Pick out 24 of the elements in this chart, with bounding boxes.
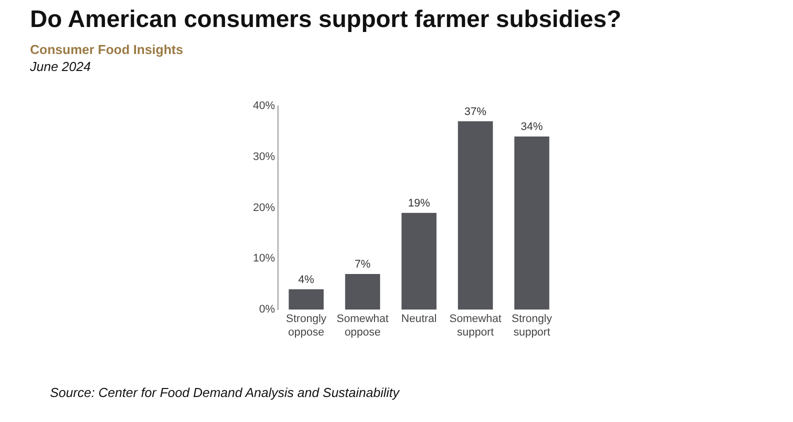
data-label: 34% [520, 121, 544, 134]
x-tick-label: Strongly oppose [286, 313, 327, 338]
bar [458, 121, 493, 310]
x-tick-label: Neutral [401, 313, 437, 326]
y-tick-label: 10% [252, 252, 276, 265]
data-label: 7% [354, 258, 371, 270]
x-tick-label: Strongly support [512, 313, 552, 338]
bar [288, 289, 324, 310]
bar [345, 274, 380, 310]
y-tick-label: 20% [252, 202, 276, 214]
y-tick-label: 40% [252, 100, 276, 112]
x-tick-label: Somewhat oppose [336, 313, 389, 338]
bar [514, 136, 550, 310]
text: June 2024 [30, 59, 91, 74]
y-tick-label: 0% [259, 304, 276, 316]
data-label: 4% [298, 274, 314, 286]
data-label: 19% [408, 197, 430, 210]
source-note: Source: Center for Food Demand Analysis and Sustainability [50, 385, 400, 400]
bar [402, 212, 436, 310]
data-label: 37% [464, 106, 487, 118]
y-tick-label: 30% [252, 150, 276, 163]
chart-title: Do American consumers support farmer subsidies? [30, 6, 622, 34]
text: Consumer Food Insights [30, 42, 184, 57]
x-tick-label: Somewhat support [449, 313, 502, 338]
